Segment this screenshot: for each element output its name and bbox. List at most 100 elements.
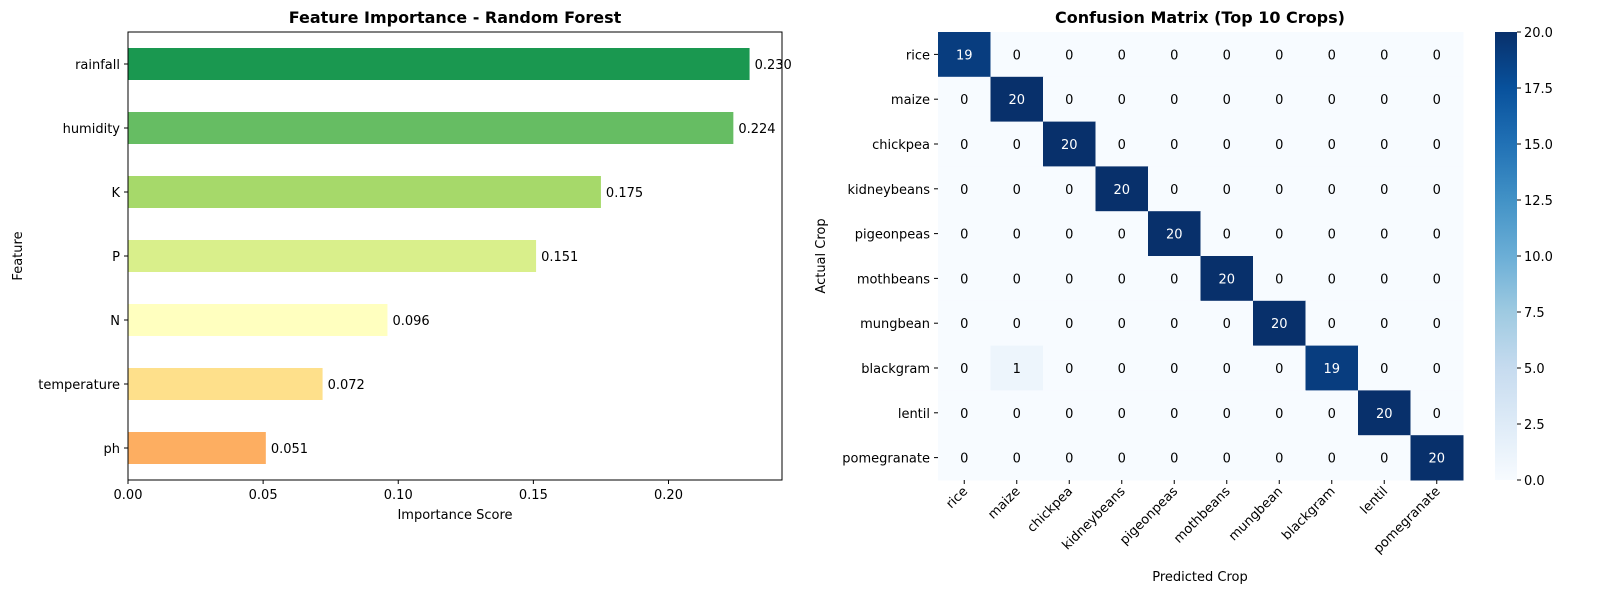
bar-value-label: 0.051 bbox=[271, 442, 308, 457]
cell-value: 0 bbox=[1118, 48, 1126, 63]
heatmap-cell bbox=[1358, 121, 1411, 167]
y-tick-label: P bbox=[112, 250, 120, 265]
heatmap-cell bbox=[1358, 345, 1411, 391]
cell-value: 0 bbox=[1380, 183, 1388, 198]
cell-value: 0 bbox=[1433, 183, 1441, 198]
cell-value: 0 bbox=[960, 93, 968, 108]
heatmap-cell bbox=[1253, 211, 1306, 257]
heatmap-cell bbox=[1043, 300, 1096, 347]
x-tick-label: chickpea bbox=[1025, 484, 1077, 536]
heatmap-cell bbox=[1305, 300, 1359, 347]
y-tick-label: kidneybeans bbox=[847, 183, 930, 198]
heatmap-cell bbox=[1305, 121, 1359, 167]
x-tick-label: 0.00 bbox=[114, 488, 143, 503]
y-tick-label: lentil bbox=[898, 407, 930, 422]
heatmap-cell bbox=[1253, 121, 1306, 167]
y-tick-label: N bbox=[110, 314, 120, 329]
cell-value: 0 bbox=[1118, 93, 1126, 108]
y-tick-label: rice bbox=[906, 48, 930, 63]
heatmap-cell bbox=[990, 300, 1044, 347]
cell-value: 0 bbox=[960, 362, 968, 377]
cell-value: 0 bbox=[1065, 452, 1073, 467]
cell-value: 0 bbox=[960, 138, 968, 153]
heatmap-cell bbox=[1200, 345, 1254, 391]
cell-value: 0 bbox=[1223, 452, 1231, 467]
cell-value: 0 bbox=[1065, 93, 1073, 108]
cell-value: 0 bbox=[1065, 317, 1073, 332]
cell-value: 0 bbox=[1328, 452, 1336, 467]
heatmap-cell bbox=[990, 76, 1044, 123]
cell-value: 0 bbox=[1170, 317, 1178, 332]
cell-value: 0 bbox=[1013, 407, 1021, 422]
y-tick-label: chickpea bbox=[872, 138, 930, 153]
colorbar-tick-label: 5.0 bbox=[1524, 362, 1545, 377]
cell-value: 0 bbox=[1275, 93, 1283, 108]
cell-value: 0 bbox=[1328, 407, 1336, 422]
cell-value: 0 bbox=[1013, 138, 1021, 153]
axes-frame bbox=[127, 31, 783, 481]
cell-value: 0 bbox=[1013, 48, 1021, 63]
cell-value: 0 bbox=[1170, 407, 1178, 422]
cell-value: 0 bbox=[1118, 362, 1126, 377]
cell-value: 20 bbox=[1061, 138, 1078, 153]
x-tick-label: 0.05 bbox=[249, 488, 278, 503]
heatmap-cell bbox=[1253, 76, 1306, 123]
heatmap-cell bbox=[1253, 166, 1306, 212]
cell-value: 0 bbox=[1433, 362, 1441, 377]
heatmap-cell bbox=[1043, 345, 1096, 391]
bar-N bbox=[128, 304, 388, 336]
bar-value-label: 0.175 bbox=[606, 186, 643, 201]
cell-value: 0 bbox=[1328, 272, 1336, 287]
heatmap-cell bbox=[1358, 211, 1411, 257]
cell-value: 20 bbox=[1008, 93, 1025, 108]
heatmap-cell bbox=[1410, 32, 1464, 78]
heatmap-cell bbox=[1358, 300, 1411, 347]
heatmap-cell bbox=[938, 76, 991, 123]
cell-value: 0 bbox=[1223, 228, 1231, 243]
heatmap-cell bbox=[1200, 390, 1254, 436]
heatmap-cell bbox=[1410, 390, 1464, 436]
heatmap-cell bbox=[1148, 390, 1201, 436]
heatmap-cell bbox=[1410, 211, 1464, 257]
cell-value: 0 bbox=[960, 452, 968, 467]
cell-value: 0 bbox=[1328, 228, 1336, 243]
heatmap-cell bbox=[1358, 256, 1411, 302]
cell-value: 0 bbox=[1170, 362, 1178, 377]
x-tick-label: 0.15 bbox=[519, 488, 548, 503]
cell-value: 0 bbox=[1013, 452, 1021, 467]
cell-value: 0 bbox=[960, 407, 968, 422]
cell-value: 0 bbox=[1433, 317, 1441, 332]
heatmap-cell bbox=[938, 166, 991, 212]
heatmap-cell bbox=[1148, 435, 1201, 481]
heatmap-cell bbox=[1148, 211, 1201, 257]
cell-value: 0 bbox=[1065, 183, 1073, 198]
cell-value: 0 bbox=[1328, 138, 1336, 153]
heatmap-cell bbox=[938, 211, 991, 257]
cell-value: 0 bbox=[1223, 48, 1231, 63]
heatmap-cell bbox=[1410, 300, 1464, 347]
heatmap-cell bbox=[1305, 435, 1359, 481]
heatmap-cell bbox=[1095, 390, 1149, 436]
heatmap-cell bbox=[1253, 300, 1306, 347]
heatmap-cell bbox=[1200, 32, 1254, 78]
y-tick-label: humidity bbox=[63, 122, 121, 137]
bar-chart-ylabel: Feature bbox=[11, 231, 26, 280]
cell-value: 0 bbox=[1275, 362, 1283, 377]
heatmap-cell bbox=[1410, 76, 1464, 123]
x-tick-label: blackgram bbox=[1279, 484, 1338, 543]
cell-value: 0 bbox=[1118, 228, 1126, 243]
heatmap-cell bbox=[1200, 166, 1254, 212]
colorbar-tick-label: 2.5 bbox=[1524, 418, 1545, 433]
heatmap-title: Confusion Matrix (Top 10 Crops) bbox=[1055, 8, 1345, 27]
cell-value: 0 bbox=[1328, 93, 1336, 108]
heatmap-cell bbox=[1410, 345, 1464, 391]
x-tick-label: maize bbox=[985, 484, 1023, 522]
cell-value: 19 bbox=[1323, 362, 1340, 377]
heatmap-cell bbox=[1043, 76, 1096, 123]
cell-value: 0 bbox=[1223, 183, 1231, 198]
heatmap-cell bbox=[938, 435, 991, 481]
cell-value: 0 bbox=[1275, 228, 1283, 243]
heatmap-cell bbox=[1095, 300, 1149, 347]
cell-value: 0 bbox=[1223, 362, 1231, 377]
heatmap-cell bbox=[1200, 435, 1254, 481]
